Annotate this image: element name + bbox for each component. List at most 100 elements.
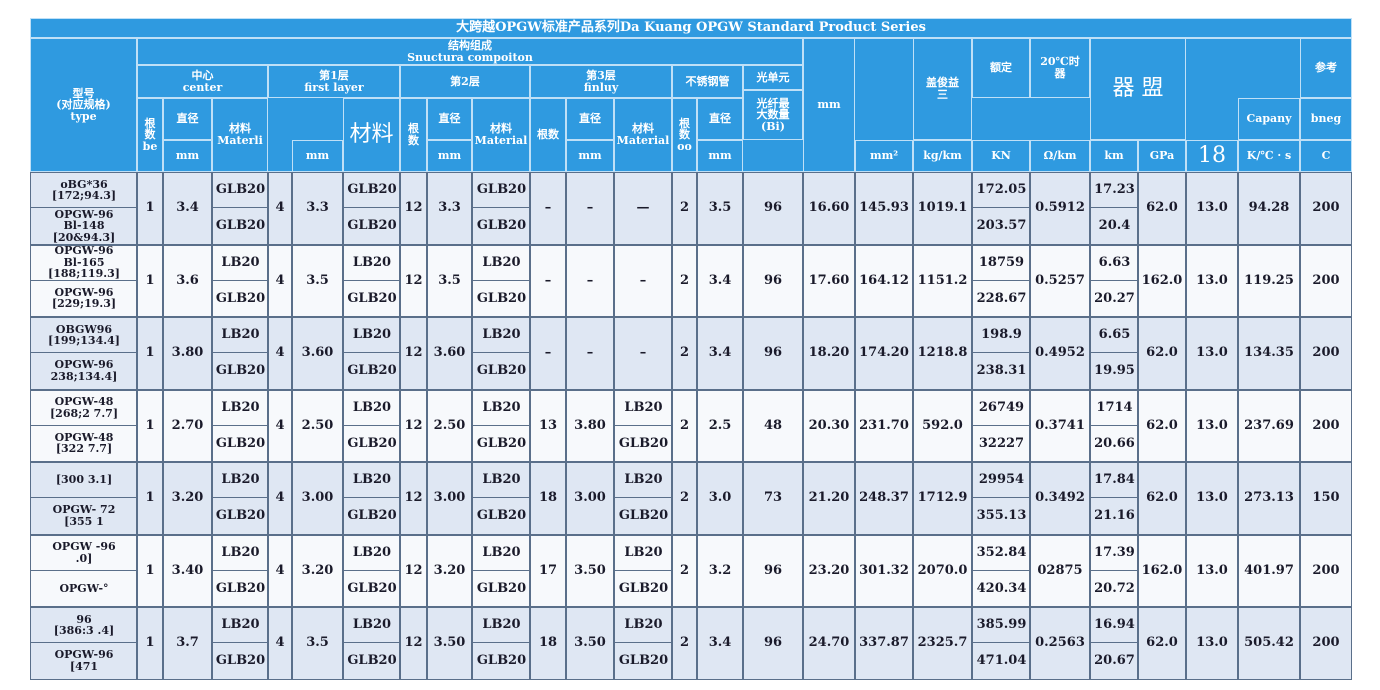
cell-bottom: 20.4: [1090, 208, 1138, 244]
table-cell: 62.0: [1138, 172, 1186, 245]
header-cell: mm: [163, 140, 212, 172]
header-cell: 18: [1186, 140, 1238, 172]
cell-top: LB20: [212, 245, 268, 281]
table-cell: 3.4: [697, 244, 743, 317]
table-cell: 2: [672, 607, 697, 680]
cell-bottom: 21.16: [1090, 498, 1138, 534]
cell-bottom: OPGW-96 Bl-148 [20&94.3]: [30, 208, 137, 244]
cell-top: 352.84: [972, 535, 1030, 571]
split-cell: [343, 244, 400, 317]
header-cell: mm: [566, 140, 614, 172]
cell-top: 26749: [972, 390, 1030, 426]
table-cell: –: [566, 172, 614, 245]
table-cell: 3.50: [566, 607, 614, 680]
header-cell: bneg: [1300, 98, 1352, 140]
cell-bottom: GLB20: [472, 208, 530, 244]
table-cell: 2325.7: [913, 607, 972, 680]
table-cell: 505.42: [1238, 607, 1300, 680]
split-cell: [472, 534, 530, 607]
table-cell: 3.20: [292, 534, 343, 607]
cell-top: LB20: [212, 463, 268, 499]
table-cell: 273.13: [1238, 462, 1300, 535]
cell-top: OBGW96 [199;134.4]: [30, 318, 137, 354]
table-cell: 1151.2: [913, 244, 972, 317]
table-cell: 3.7: [163, 607, 212, 680]
header-cell: 20℃时 器: [1030, 38, 1090, 98]
table-cell: 200: [1300, 389, 1352, 462]
table-cell: 2.5: [697, 389, 743, 462]
table-cell: 16.60: [803, 172, 855, 245]
cell-bottom: GLB20: [212, 280, 268, 316]
cell-bottom: 19.95: [1090, 353, 1138, 389]
header-cell: 第1层 first layer: [268, 65, 400, 98]
table-cell: 1712.9: [913, 462, 972, 535]
table-cell: 02875: [1030, 534, 1090, 607]
table-cell: 3.00: [292, 462, 343, 535]
split-cell: [614, 389, 672, 462]
header-cell: 第2层: [400, 65, 530, 98]
cell-bottom: GLB20: [472, 353, 530, 389]
table-cell: 3.00: [427, 462, 472, 535]
cell-bottom: GLB20: [343, 643, 400, 679]
split-cell: [212, 389, 268, 462]
cell-bottom: GLB20: [212, 208, 268, 244]
split-cell: [30, 462, 137, 535]
cell-top: LB20: [212, 318, 268, 354]
cell-top: LB20: [343, 535, 400, 571]
table-cell: 13.0: [1186, 317, 1238, 390]
table-cell: 2.50: [427, 389, 472, 462]
table-cell: 174.20: [855, 317, 913, 390]
cell-top: 172.05: [972, 173, 1030, 209]
header-cell: 结构组成 Snuctura compoiton: [137, 38, 803, 65]
table-cell: 12: [400, 172, 427, 245]
cell-top: 18759: [972, 245, 1030, 281]
header-cell: GPa: [1138, 140, 1186, 172]
table-cell: –: [530, 172, 566, 245]
table-cell: –: [614, 317, 672, 390]
cell-bottom: GLB20: [343, 353, 400, 389]
split-cell: [972, 244, 1030, 317]
split-cell: [1090, 462, 1138, 535]
table-cell: 96: [743, 534, 803, 607]
table-cell: 12: [400, 607, 427, 680]
table-cell: 0.4952: [1030, 317, 1090, 390]
table-cell: 3.0: [697, 462, 743, 535]
cell-top: LB20: [472, 390, 530, 426]
header-cell: 中心 center: [137, 65, 268, 98]
header-cell: 盖俊益 三: [913, 38, 972, 140]
cell-top: OPGW-96 Bl-165 [188;119.3]: [30, 245, 137, 281]
table-cell: 62.0: [1138, 389, 1186, 462]
split-cell: [472, 244, 530, 317]
cell-bottom: 20.67: [1090, 643, 1138, 679]
header-cell: 直径: [697, 98, 743, 140]
table-cell: 96: [743, 607, 803, 680]
table-cell: 73: [743, 462, 803, 535]
table-cell: 17.60: [803, 244, 855, 317]
cell-bottom: GLB20: [212, 643, 268, 679]
table-cell: 200: [1300, 534, 1352, 607]
table-cell: 13.0: [1186, 244, 1238, 317]
cell-bottom: GLB20: [614, 643, 672, 679]
cell-top: 198.9: [972, 318, 1030, 354]
cell-bottom: 32227: [972, 425, 1030, 461]
cell-bottom: GLB20: [343, 425, 400, 461]
table-cell: 3.4: [163, 172, 212, 245]
header-cell: K/℃ · s: [1238, 140, 1300, 172]
table-cell: 2: [672, 172, 697, 245]
table-cell: 24.70: [803, 607, 855, 680]
cell-bottom: 20.27: [1090, 280, 1138, 316]
header-cell: 第3层 finluy: [530, 65, 672, 98]
table-cell: 13.0: [1186, 534, 1238, 607]
cell-bottom: GLB20: [614, 498, 672, 534]
table-cell: –: [566, 317, 614, 390]
cell-top: LB20: [614, 463, 672, 499]
header-cell: 直径: [163, 98, 212, 140]
table-cell: 3.50: [566, 534, 614, 607]
table-cell: 337.87: [855, 607, 913, 680]
table-cell: 18: [530, 462, 566, 535]
split-cell: [472, 317, 530, 390]
table-cell: 0.2563: [1030, 607, 1090, 680]
header-cell: 参考: [1300, 38, 1352, 98]
cell-bottom: GLB20: [614, 425, 672, 461]
split-cell: [343, 172, 400, 245]
